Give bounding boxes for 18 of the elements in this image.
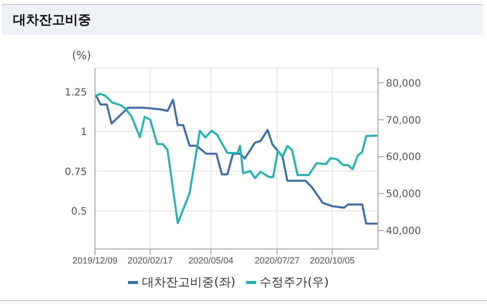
y2-tick-label: 50,000 xyxy=(386,189,421,200)
chart-title: 대차잔고비중 xyxy=(13,12,91,29)
y2-tick-label: 40,000 xyxy=(386,226,421,238)
y-axis-title: (%) xyxy=(72,49,92,62)
legend-label: 수정주가(우) xyxy=(258,274,329,291)
x-tick-label: 2020/07/27 xyxy=(254,255,300,266)
y2-tick-label: 60,000 xyxy=(386,152,421,164)
y-tick-label: 1.25 xyxy=(64,87,87,98)
legend-label: 대차잔고비중(좌) xyxy=(141,274,236,291)
x-tick-label: 2020/05/04 xyxy=(188,255,234,266)
y-tick-label: 1 xyxy=(80,127,87,138)
y-tick-label: 0.75 xyxy=(64,166,87,178)
y2-tick-label: 80,000 xyxy=(386,78,421,90)
y-tick-label: 0.5 xyxy=(71,206,87,218)
y2-tick-label: 70,000 xyxy=(386,115,421,126)
x-tick-label: 2019/12/09 xyxy=(72,255,118,266)
x-tick-label: 2020/10/05 xyxy=(310,255,355,266)
x-tick-label: 2020/02/17 xyxy=(128,255,173,266)
